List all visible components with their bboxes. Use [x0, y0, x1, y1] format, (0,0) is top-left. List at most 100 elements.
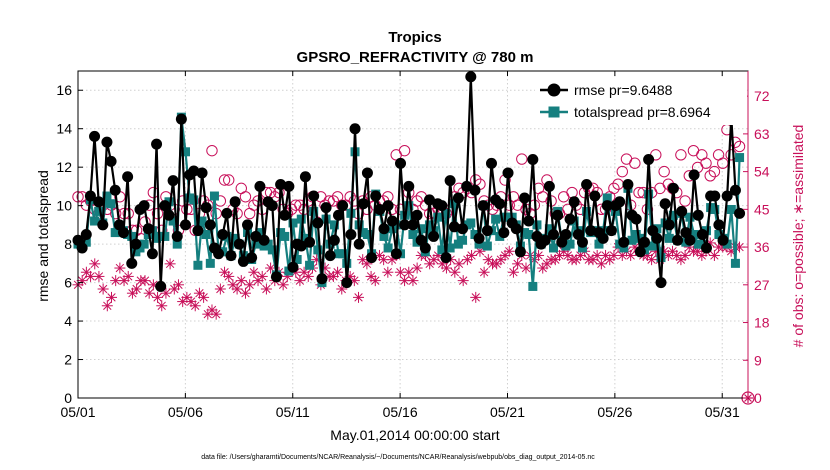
rmse-point	[548, 229, 560, 240]
totalspread-point	[201, 230, 211, 239]
rmse-point	[237, 255, 249, 267]
totalspread-point	[280, 231, 290, 241]
rmse-point	[117, 227, 129, 239]
assimilated-marker	[302, 270, 314, 282]
rmse-point	[324, 250, 336, 262]
totalspread-point	[730, 258, 740, 268]
rmse-point	[481, 225, 493, 237]
rmse-point	[543, 180, 555, 192]
totalspread-point	[313, 245, 323, 255]
assimilated-marker	[332, 266, 344, 278]
assimilated-marker	[235, 275, 247, 287]
rmse-point	[630, 213, 642, 225]
possible-marker	[616, 165, 628, 178]
rmse-point	[622, 178, 634, 190]
rmse-point	[246, 252, 258, 264]
totalspread-point	[209, 191, 219, 201]
rmse-point	[188, 165, 200, 177]
totalspread-point	[524, 230, 534, 239]
rmse-point	[696, 229, 708, 240]
totalspread-point	[491, 214, 501, 224]
assimilated-marker	[252, 275, 264, 287]
rmse-point	[399, 219, 411, 231]
totalspread-point	[139, 239, 149, 249]
totalspread-point	[309, 206, 319, 216]
rmse-point	[341, 277, 353, 289]
assimilated-marker	[503, 245, 515, 257]
rmse-point	[93, 196, 105, 208]
totalspread-point	[404, 201, 414, 211]
rmse-point	[709, 190, 721, 202]
rmse-point	[76, 242, 88, 254]
rmse-point	[242, 219, 254, 231]
rmse-point	[349, 123, 361, 135]
y2-tick-label: 36	[754, 239, 770, 255]
rmse-point	[353, 238, 365, 250]
rmse-point	[395, 157, 407, 169]
rmse-point	[386, 215, 398, 227]
y2-tick-label: 72	[754, 88, 770, 104]
rmse-point	[221, 207, 233, 219]
totalspread-point	[697, 239, 707, 249]
rmse-point	[502, 167, 514, 179]
assimilated-marker	[156, 300, 168, 312]
rmse-point	[196, 167, 208, 179]
x-tick-label: 05/06	[168, 404, 203, 420]
rmse-point	[180, 219, 192, 231]
possible-marker	[708, 165, 721, 178]
rmse-point	[167, 175, 179, 187]
rmse-point	[419, 242, 431, 254]
x-tick-label: 05/31	[705, 404, 740, 420]
assimilated-marker	[399, 275, 411, 287]
totalspread-point	[110, 228, 120, 238]
assimilated-marker	[537, 262, 549, 274]
rmse-point	[452, 192, 464, 204]
totalspread-point	[701, 226, 711, 236]
assimilated-marker	[89, 258, 101, 270]
possible-marker	[679, 195, 691, 207]
totalspread-point	[172, 239, 182, 249]
y2-tick-label: 63	[754, 126, 770, 142]
chart-subtitle: GPSRO_REFRACTIVITY @ 780 m	[297, 49, 534, 66]
rmse-point	[337, 200, 349, 212]
rmse-point	[250, 230, 262, 242]
totalspread-point	[437, 245, 447, 255]
assimilated-marker	[256, 270, 268, 282]
rmse-point	[142, 223, 154, 235]
rmse-point	[382, 200, 394, 212]
obs-count-markers	[72, 123, 755, 405]
rmse-point	[266, 200, 278, 212]
totalspread-point	[197, 216, 207, 226]
rmse-point	[461, 180, 473, 192]
rmse-point	[514, 246, 526, 258]
rmse-point	[97, 219, 109, 231]
rmse-point	[688, 169, 700, 181]
y-tick-label: 4	[64, 313, 72, 329]
rmse-point	[411, 209, 423, 221]
assimilated-marker	[470, 291, 482, 303]
rmse-point	[304, 236, 316, 248]
x-tick-label: 05/01	[60, 404, 95, 420]
rmse-point	[204, 219, 216, 231]
assimilated-marker	[248, 266, 260, 278]
rmse-point	[448, 221, 460, 233]
rmse-point	[390, 248, 402, 260]
x-tick-label: 05/21	[490, 404, 525, 420]
totalspread-point	[582, 206, 592, 216]
x-tick-label: 05/11	[276, 404, 310, 420]
rmse-point	[192, 225, 204, 237]
totalspread-point	[160, 231, 170, 241]
assimilated-marker	[411, 262, 423, 274]
rmse-point	[585, 225, 597, 237]
possible-marker	[725, 149, 737, 161]
rmse-point	[295, 240, 307, 252]
rmse-point	[564, 213, 576, 225]
assimilated-marker	[478, 266, 490, 278]
totalspread-point	[635, 233, 645, 243]
assimilated-marker	[512, 258, 524, 270]
rmse-point	[560, 229, 572, 240]
assimilated-marker	[507, 266, 519, 278]
rmse-point	[576, 236, 588, 248]
totalspread-point	[668, 210, 678, 220]
rmse-point	[721, 190, 733, 202]
